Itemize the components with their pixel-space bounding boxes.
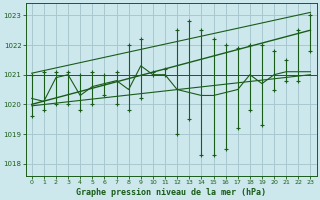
X-axis label: Graphe pression niveau de la mer (hPa): Graphe pression niveau de la mer (hPa) (76, 188, 266, 197)
